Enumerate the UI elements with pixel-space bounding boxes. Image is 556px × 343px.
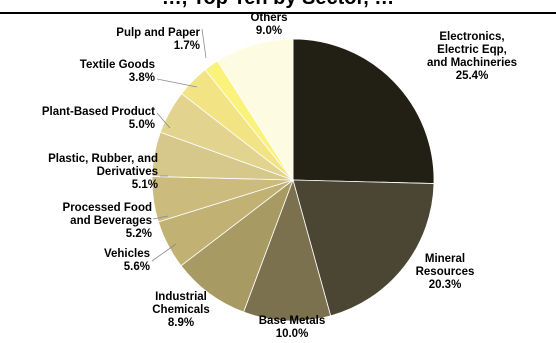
pie-slice-0	[292, 38, 435, 184]
slice-percent-9: 1.7%	[174, 40, 200, 52]
slice-percent-3: 8.9%	[168, 317, 194, 329]
slice-label-9: Pulp and Paper 1.7%	[116, 27, 200, 52]
cropped-title-bar: …, Top Ten by Sector, …	[0, 0, 556, 14]
slice-label-7: Plant-Based Product 5.0%	[42, 106, 155, 131]
slice-label-6: Plastic, Rubber, and Derivatives 5.1%	[48, 153, 158, 191]
slice-label-5: Processed Food and Beverages 5.2%	[63, 202, 152, 240]
slice-name-7-line-0: Plant-Based Product	[42, 106, 155, 118]
slice-percent-0: 25.4%	[456, 70, 489, 82]
pie-slice-10	[216, 38, 294, 182]
slice-name-6-line-1: Derivatives	[97, 166, 158, 178]
slice-name-6-line-0: Plastic, Rubber, and	[48, 153, 158, 165]
slice-label-4: Vehicles 5.6%	[104, 248, 150, 273]
leader-line-5	[152, 215, 169, 220]
slice-percent-5: 5.2%	[126, 228, 152, 240]
slice-name-4-line-0: Vehicles	[104, 248, 150, 260]
slice-name-10-line-0: Others	[250, 12, 287, 24]
slice-percent-4: 5.6%	[124, 261, 150, 273]
slice-percent-7: 5.0%	[129, 119, 155, 131]
slice-label-1: Mineral Resources 20.3%	[416, 253, 475, 291]
slice-name-0-line-1: Electric Eqp,	[437, 44, 507, 56]
slice-name-9-line-0: Pulp and Paper	[116, 27, 200, 39]
slice-percent-10: 9.0%	[256, 25, 282, 37]
slice-label-2: Base Metals 10.0%	[259, 315, 325, 340]
leader-line-9	[201, 28, 207, 59]
slice-name-3-line-0: Industrial	[155, 291, 207, 303]
slice-percent-6: 5.1%	[132, 179, 158, 191]
slice-name-0-line-0: Electronics,	[439, 31, 504, 43]
slice-name-5-line-0: Processed Food	[63, 202, 152, 214]
pie-slices	[151, 38, 435, 322]
cropped-title-text: …, Top Ten by Sector, …	[162, 0, 395, 10]
slice-name-0-line-2: and Machineries	[427, 57, 517, 69]
slice-percent-8: 3.8%	[129, 72, 155, 84]
slice-label-8: Textile Goods 3.8%	[80, 59, 155, 84]
leader-line-4	[151, 243, 177, 262]
slice-name-8-line-0: Textile Goods	[80, 59, 155, 71]
slice-name-5-line-1: and Beverages	[70, 215, 152, 227]
leader-line-7	[156, 112, 171, 129]
slice-percent-2: 10.0%	[276, 328, 309, 340]
leader-line-8	[156, 78, 198, 88]
slice-name-3-line-1: Chemicals	[152, 304, 210, 316]
slice-label-0: Electronics, Electric Eqp, and Machineries…	[427, 31, 517, 82]
leader-lines	[151, 28, 207, 262]
slice-percent-1: 20.3%	[429, 279, 462, 291]
pie-slice-1	[292, 179, 435, 317]
slice-name-1-line-0: Mineral	[425, 253, 465, 265]
slice-labels: Electronics, Electric Eqp, and Machineries…	[42, 12, 517, 340]
slice-name-1-line-1: Resources	[416, 266, 475, 278]
slice-label-10: Others 9.0%	[250, 12, 287, 37]
title-underline	[0, 12, 556, 14]
pie-slice-2	[243, 178, 332, 322]
slice-name-2-line-0: Base Metals	[259, 315, 325, 327]
slice-label-3: Industrial Chemicals 8.9%	[152, 291, 210, 329]
